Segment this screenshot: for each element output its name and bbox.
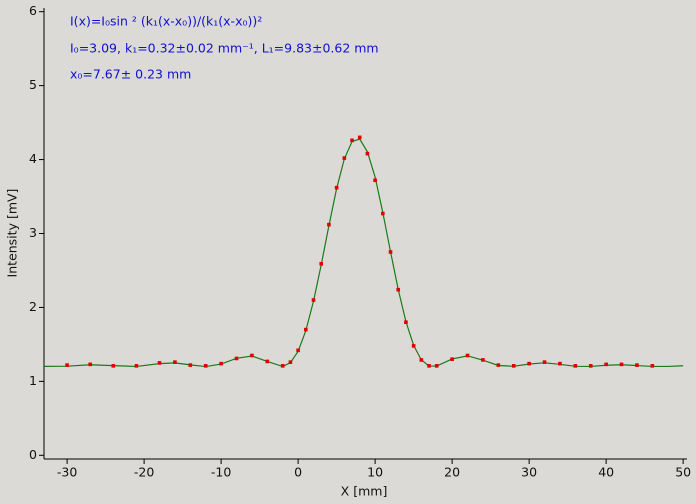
data-point bbox=[319, 262, 324, 266]
data-point bbox=[542, 360, 547, 364]
y-tick-label: 6 bbox=[29, 3, 37, 18]
data-point bbox=[558, 361, 562, 366]
data-point bbox=[327, 222, 331, 227]
x-tick-label: 10 bbox=[367, 465, 383, 480]
x-tick-label: 20 bbox=[444, 465, 460, 480]
x-axis-label: X [mm] bbox=[341, 484, 388, 499]
x-tick-label: -30 bbox=[57, 465, 77, 480]
data-point bbox=[481, 358, 485, 362]
data-point bbox=[250, 353, 254, 358]
data-point bbox=[357, 135, 362, 140]
data-point bbox=[635, 363, 639, 367]
data-point bbox=[134, 364, 139, 368]
data-point bbox=[157, 361, 162, 365]
y-tick-label: 0 bbox=[29, 447, 37, 462]
annotation: I₀=3.09, k₁=0.32±0.02 mm⁻¹, L₁=9.83±0.62… bbox=[70, 41, 379, 56]
y-tick-label: 3 bbox=[29, 225, 37, 240]
data-point bbox=[365, 151, 370, 156]
data-point bbox=[419, 358, 424, 362]
data-point bbox=[396, 287, 401, 292]
data-point bbox=[619, 362, 624, 367]
data-point bbox=[411, 344, 416, 348]
y-tick-label: 2 bbox=[29, 299, 37, 314]
data-point bbox=[342, 156, 347, 160]
data-point bbox=[304, 327, 308, 332]
data-point bbox=[427, 364, 431, 368]
data-point bbox=[234, 356, 239, 361]
data-point bbox=[334, 185, 339, 190]
x-tick-label: 40 bbox=[598, 465, 614, 480]
data-point bbox=[265, 359, 270, 364]
data-point bbox=[388, 250, 393, 254]
data-point bbox=[511, 364, 516, 368]
y-tick-label: 4 bbox=[29, 151, 37, 166]
data-point bbox=[288, 360, 293, 364]
data-point bbox=[527, 361, 531, 366]
data-point bbox=[296, 348, 300, 353]
data-point bbox=[111, 364, 116, 368]
data-point bbox=[65, 363, 69, 367]
data-point bbox=[88, 362, 93, 367]
data-point bbox=[280, 364, 285, 368]
annotation: I(x)=I₀sin ² (k₁(x-x₀))/(k₁(x-x₀))² bbox=[70, 14, 262, 29]
data-point bbox=[650, 364, 655, 368]
data-point bbox=[350, 138, 354, 143]
y-axis-label: Intensity [mV] bbox=[5, 189, 20, 278]
data-point bbox=[311, 298, 316, 302]
data-point bbox=[381, 211, 385, 216]
x-tick-label: -20 bbox=[134, 465, 154, 480]
data-point bbox=[188, 363, 193, 367]
x-tick-label: 0 bbox=[294, 465, 302, 480]
data-point bbox=[219, 361, 223, 366]
data-point bbox=[173, 360, 177, 364]
data-point bbox=[434, 364, 439, 368]
data-point bbox=[496, 363, 501, 367]
annotation: x₀=7.67± 0.23 mm bbox=[70, 67, 191, 82]
y-tick-label: 1 bbox=[29, 373, 37, 388]
x-tick-label: -10 bbox=[211, 465, 231, 480]
data-point bbox=[465, 353, 470, 358]
data-point bbox=[604, 362, 608, 367]
data-point bbox=[373, 178, 377, 183]
data-point bbox=[404, 320, 408, 325]
data-point bbox=[450, 357, 454, 361]
data-point bbox=[203, 364, 208, 368]
x-tick-label: 50 bbox=[675, 465, 691, 480]
data-point bbox=[573, 364, 578, 368]
x-tick-label: 30 bbox=[521, 465, 537, 480]
data-point bbox=[588, 364, 593, 368]
y-tick-label: 5 bbox=[29, 77, 37, 92]
fit-line bbox=[43, 138, 684, 368]
